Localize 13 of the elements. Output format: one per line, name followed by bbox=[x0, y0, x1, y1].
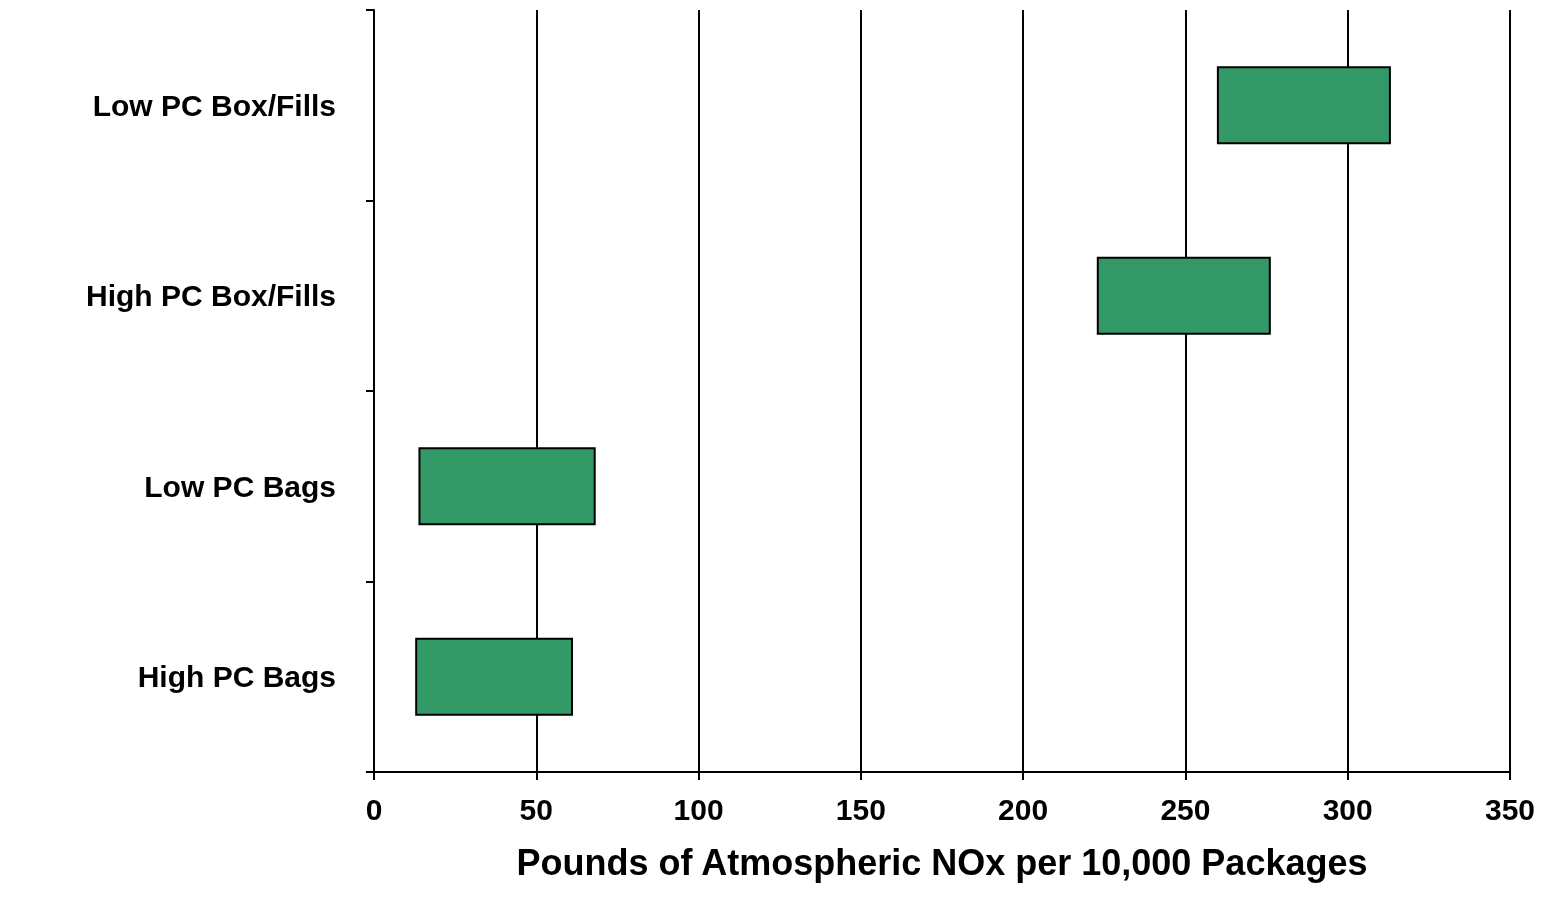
x-tick-label: 0 bbox=[365, 792, 383, 826]
x-tick-label: 300 bbox=[1322, 792, 1373, 826]
x-tick-label: 100 bbox=[673, 792, 724, 826]
x-tick-label: 150 bbox=[835, 792, 886, 826]
y-tick-label: High PC Bags bbox=[137, 660, 336, 694]
x-tick-label: 250 bbox=[1160, 792, 1211, 826]
x-tick-label: 350 bbox=[1484, 792, 1536, 826]
y-tick-label: Low PC Bags bbox=[144, 469, 336, 503]
y-tick-label: High PC Box/Fills bbox=[85, 279, 336, 313]
x-axis-title: Pounds of Atmospheric NOx per 10,000 Packages bbox=[516, 841, 1368, 883]
y-tick-label: Low PC Box/Fills bbox=[92, 88, 336, 122]
x-tick-label: 200 bbox=[998, 792, 1049, 826]
x-tick-label: 50 bbox=[519, 792, 553, 826]
